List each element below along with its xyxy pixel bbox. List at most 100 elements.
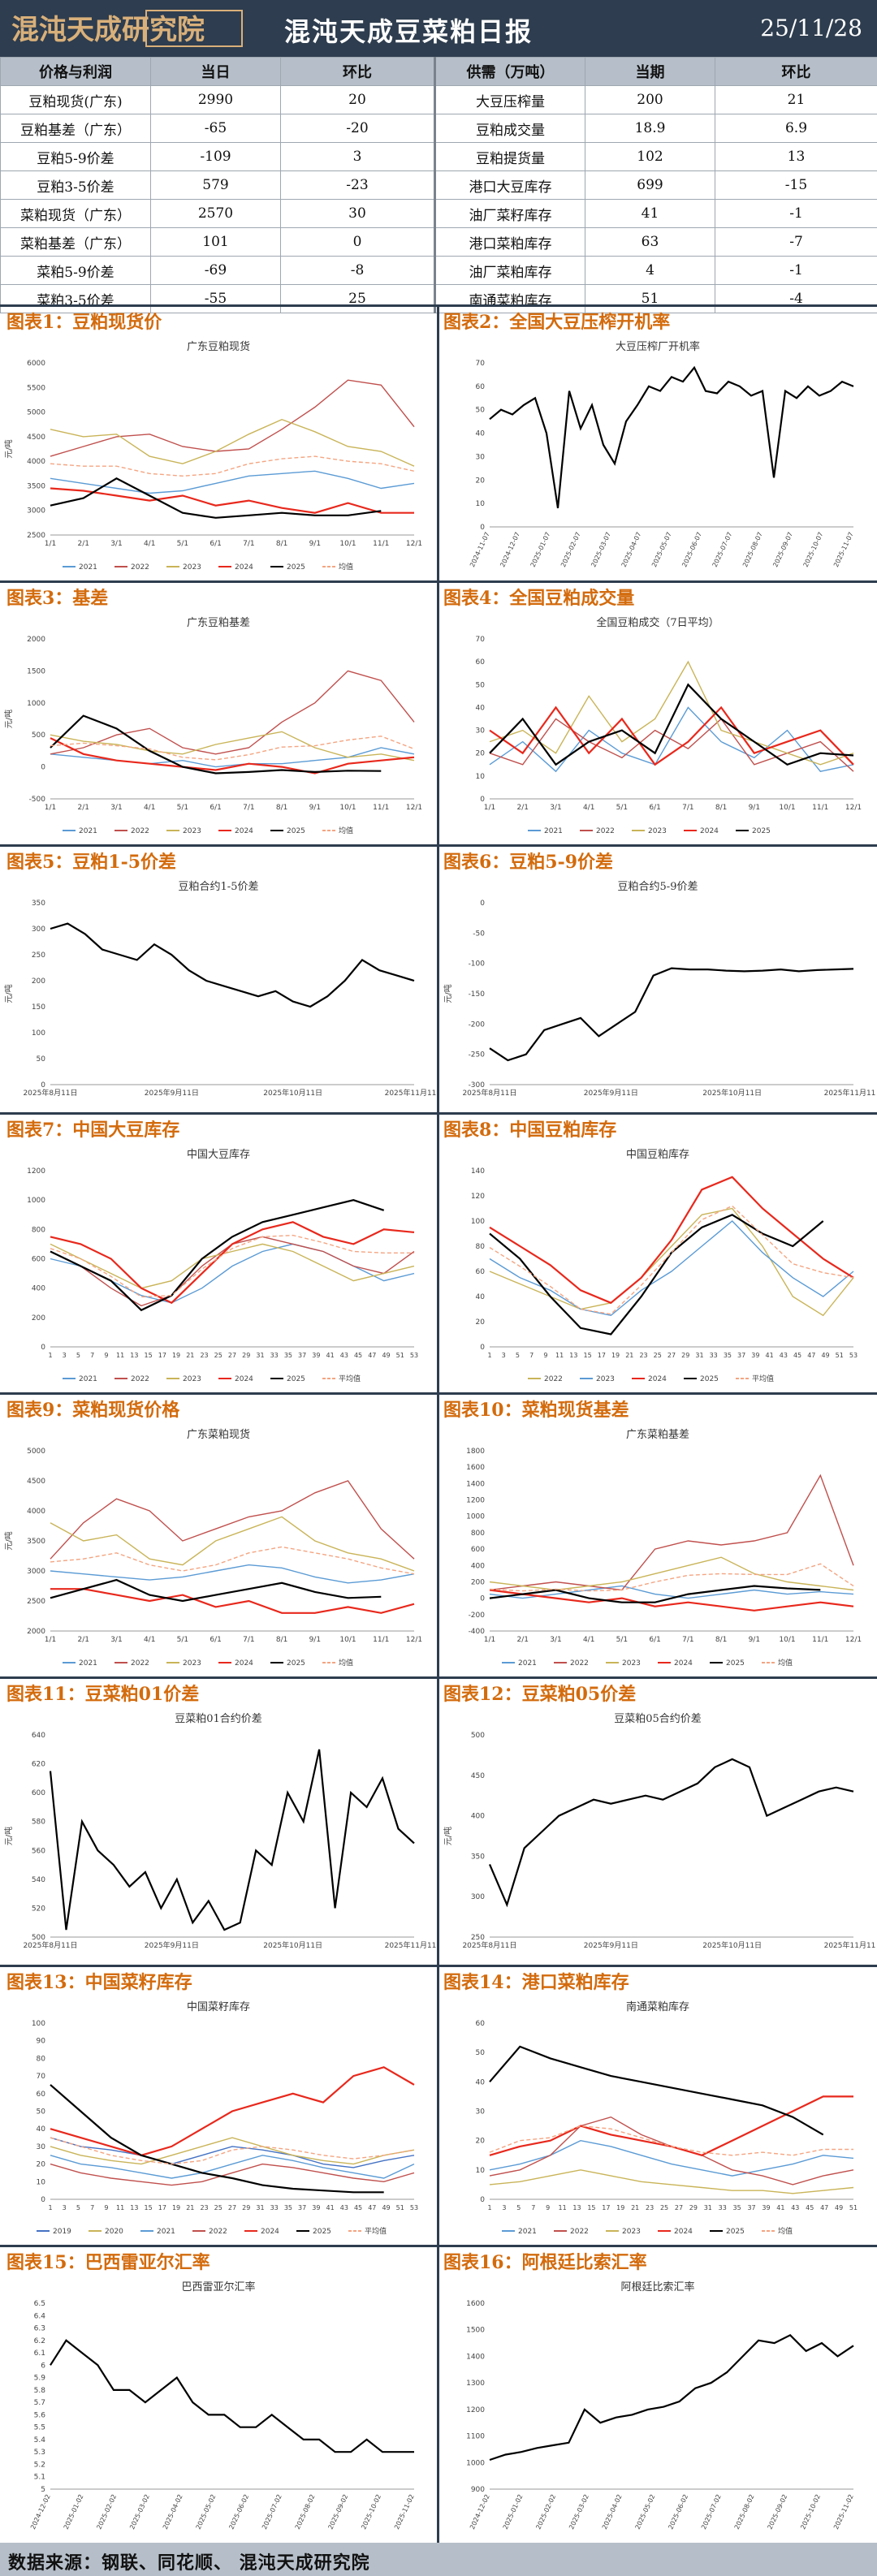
x-tick-label: 6/1 xyxy=(210,540,221,548)
x-tick-label: 2025-04-02 xyxy=(162,2493,184,2531)
x-tick-label: 51 xyxy=(836,1352,844,1359)
legend-label: 2023 xyxy=(183,1659,201,1668)
x-tick-label: 5/1 xyxy=(616,804,628,812)
table-header-cell: 环比 xyxy=(715,57,877,86)
y-tick-label: 80 xyxy=(476,1243,486,1251)
y-tick-label: 150 xyxy=(32,1003,45,1012)
x-tick-label: 29 xyxy=(681,1352,689,1359)
data-source: 数据来源：钢联、同花顺、 混沌天成研究院 xyxy=(8,2552,370,2574)
y-tick-label: 5.4 xyxy=(34,2436,46,2444)
x-tick-label: 29 xyxy=(689,2204,698,2211)
x-tick-label: 2025-11-02 xyxy=(393,2493,416,2531)
footer: 数据来源：钢联、同花顺、 混沌天成研究院 xyxy=(0,2543,877,2576)
y-tick-label: 1100 xyxy=(466,2433,485,2441)
x-tick-label: 8/1 xyxy=(715,804,727,812)
table-cell: 豆粕成交量 xyxy=(434,114,585,143)
legend-label: 2025 xyxy=(726,2228,745,2236)
page-title: 混沌天成豆菜粕日报 xyxy=(284,16,534,47)
chart-title: 广东菜粕基差 xyxy=(626,1429,689,1441)
x-tick-label: 27 xyxy=(667,1352,676,1359)
y-tick-label: 10 xyxy=(476,2167,486,2175)
x-tick-label: 5/1 xyxy=(616,1636,628,1644)
x-tick-label: 15 xyxy=(587,2204,595,2211)
table-cell: 6.9 xyxy=(715,114,877,143)
x-tick-label: 2025年11月11日 xyxy=(824,1088,876,1098)
series-line-2 xyxy=(489,660,854,766)
y-tick-label: 600 xyxy=(32,1256,45,1264)
y-axis-label: 元/吨 xyxy=(3,1827,14,1845)
x-tick-label: 21 xyxy=(625,1352,633,1359)
x-tick-label: 2025年9月11日 xyxy=(145,1940,199,1950)
x-tick-label: 2025-07-07 xyxy=(711,531,734,568)
x-tick-label: 10/1 xyxy=(779,804,795,812)
x-tick-label: 21 xyxy=(186,1352,194,1359)
x-tick-label: 37 xyxy=(737,1352,745,1359)
x-tick-label: 53 xyxy=(410,2204,418,2211)
x-tick-label: 2025-10-02 xyxy=(360,2493,382,2531)
table-cell: 豆粕基差（广东） xyxy=(0,114,151,143)
x-tick-label: 31 xyxy=(695,1352,703,1359)
x-tick-label: 2025-01-02 xyxy=(502,2493,525,2531)
legend-label: 平均值 xyxy=(365,2226,387,2236)
x-tick-label: 21 xyxy=(631,2204,639,2211)
x-tick-label: 2025年9月11日 xyxy=(145,1088,199,1098)
x-tick-label: 25 xyxy=(214,1352,222,1359)
table-row: 菜粕现货（广东） 2570 30 油厂菜籽库存 41 -1 xyxy=(0,199,877,228)
table-header-cell: 价格与利润 xyxy=(0,57,151,86)
x-tick-label: 35 xyxy=(284,2204,292,2211)
y-tick-label: 580 xyxy=(32,1819,45,1827)
x-tick-label: 31 xyxy=(256,2204,264,2211)
y-tick-label: 3000 xyxy=(27,507,45,516)
y-tick-label: 620 xyxy=(32,1761,45,1769)
table-cell: 油厂菜籽库存 xyxy=(434,199,585,228)
chart-section-title: 图表8：中国豆粕库存 xyxy=(443,1120,617,1141)
x-tick-label: 43 xyxy=(340,1352,348,1359)
y-tick-label: 400 xyxy=(471,1562,485,1570)
y-tick-label: 250 xyxy=(32,951,45,960)
x-tick-label: 35 xyxy=(733,2204,741,2211)
y-tick-label: 2500 xyxy=(27,1598,45,1606)
x-tick-label: 7 xyxy=(529,1352,534,1359)
x-tick-label: 7 xyxy=(90,1352,94,1359)
chart-title: 广东菜粕现货 xyxy=(187,1428,250,1441)
y-tick-label: 2000 xyxy=(27,1628,45,1636)
table-cell: 51 xyxy=(585,284,715,313)
x-tick-label: 12/1 xyxy=(406,540,422,548)
legend-label: 2021 xyxy=(544,827,563,835)
series-line-3 xyxy=(489,1589,854,1612)
chart-section-title: 图表3：基差 xyxy=(6,588,109,609)
x-tick-label: 2025年8月11日 xyxy=(462,1940,516,1950)
y-tick-label: 1200 xyxy=(466,1497,485,1505)
x-tick-label: 45 xyxy=(354,2204,362,2211)
series-line-0 xyxy=(488,1758,854,1908)
x-tick-label: 4/1 xyxy=(144,804,155,812)
series-line-2 xyxy=(489,1556,854,1591)
chart-section-title: 图表5：豆粕1-5价差 xyxy=(6,852,177,873)
x-tick-label: 10/1 xyxy=(779,1636,795,1644)
series-line-1 xyxy=(489,1474,854,1591)
y-tick-label: 1600 xyxy=(466,1464,485,1472)
x-tick-label: 47 xyxy=(807,1352,815,1359)
y-tick-label: 6 xyxy=(41,2362,45,2370)
table-cell: -15 xyxy=(715,170,877,200)
chart-title: 中国菜籽库存 xyxy=(187,2000,250,2013)
legend-label: 均值 xyxy=(339,562,353,572)
y-tick-label: 30 xyxy=(476,453,486,461)
legend-label: 2021 xyxy=(79,1375,97,1383)
y-tick-label: 1000 xyxy=(27,1197,45,1205)
y-tick-label: 100 xyxy=(32,2020,45,2028)
y-tick-label: 1300 xyxy=(466,2380,485,2388)
chart-16: 阿根廷比索汇率 900 1000 1100 1200 1300 1400 1500 1600 20… xyxy=(466,2280,855,2531)
y-tick-label: 5.5 xyxy=(34,2424,45,2432)
x-tick-label: 37 xyxy=(298,2204,306,2211)
legend-label: 2025 xyxy=(287,827,305,835)
x-tick-label: 1 xyxy=(487,1352,491,1359)
legend-label: 2024 xyxy=(235,827,253,835)
legend-label: 2021 xyxy=(157,2228,175,2236)
x-tick-label: 2025-09-02 xyxy=(767,2493,789,2531)
y-tick-label: 5.9 xyxy=(34,2375,46,2383)
legend-label: 2024 xyxy=(700,827,719,835)
series-line-2 xyxy=(489,1176,854,1305)
